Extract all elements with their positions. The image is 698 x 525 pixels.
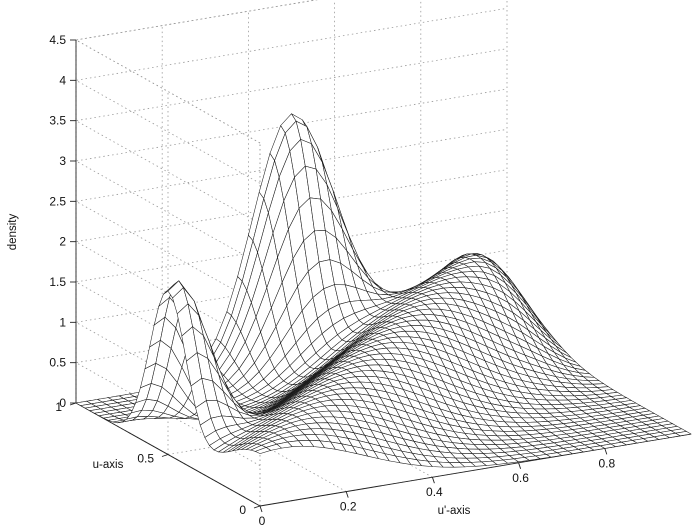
z-tick-label: 1.5 [49,275,66,289]
x-tick-mark [518,462,522,469]
z-tick-label: 2 [59,235,66,249]
y-tick-mark [69,402,77,406]
x-tick-label: 0.8 [598,456,615,470]
x-tick-mark [345,491,349,498]
x-axis-label: u'-axis [438,505,471,517]
z-tick-label: 3.5 [49,114,66,128]
tick-labels: 0 0.5 1 1.5 2 2.5 3 3.5 4 4.5 0 0.2 0.4 0.6 0.8 0 0.5 1 [49,33,615,525]
x-tick-label: 0.6 [512,471,529,485]
x-tick-mark [604,448,608,455]
z-tick-label: 4 [59,73,66,87]
y-axis-label: u-axis [93,459,124,471]
x-tick-label: 0.4 [426,485,443,499]
z-axis-label: density [7,214,19,251]
y-tick-mark [253,505,261,509]
x-tick-mark [431,477,435,484]
y-tick-label: 0.5 [137,452,154,466]
x-tick-label: 0.2 [340,500,357,514]
z-tick-label: 0.5 [49,356,66,370]
y-tick-label: 1 [55,400,62,414]
z-tick-label: 3 [59,154,66,168]
y-tick-mark [161,454,169,457]
z-tick-label: 2.5 [49,194,66,208]
z-tick-label: 4.5 [49,33,66,47]
surface-mesh [75,113,692,468]
back-top-edge [75,0,318,41]
x-tick-label: 0 [259,514,266,525]
side-top-edge [75,39,261,144]
y-tick-label: 0 [239,503,246,517]
z-tick-label: 0 [59,396,66,410]
surface-cell [674,431,692,437]
x-tick-mark [259,505,263,513]
z-tick-label: 1 [59,315,66,329]
